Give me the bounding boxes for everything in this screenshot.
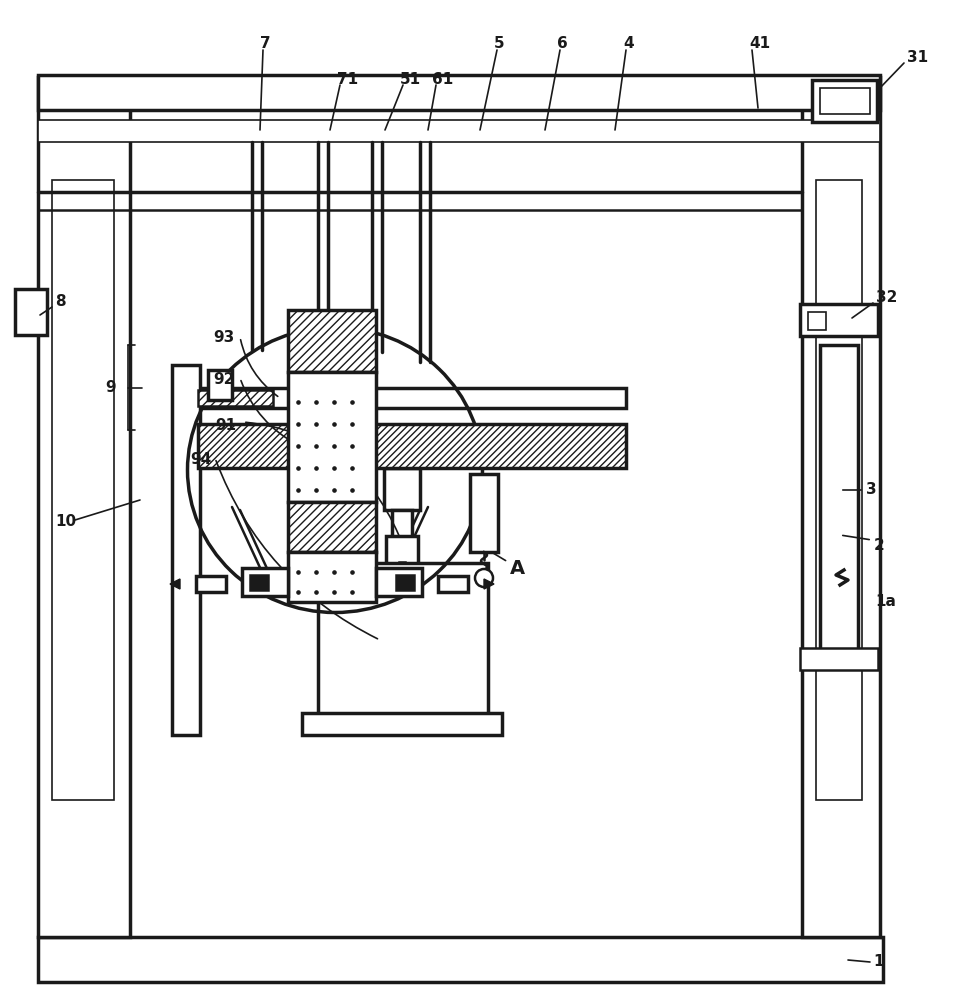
Text: 5: 5 (494, 36, 504, 51)
Bar (38, 937, 883, 982)
Polygon shape (170, 579, 180, 589)
Text: 1a: 1a (875, 594, 896, 609)
Text: 6: 6 (557, 36, 568, 51)
Text: 32: 32 (876, 290, 898, 306)
Text: 91: 91 (215, 418, 236, 432)
Bar (198, 390, 273, 406)
Bar (38, 75, 880, 110)
Bar (384, 468, 420, 510)
Bar (399, 562, 405, 584)
Text: 61: 61 (432, 73, 454, 88)
Bar (288, 552, 376, 602)
Bar (172, 365, 200, 735)
Bar (250, 575, 268, 590)
Text: 4: 4 (623, 36, 634, 51)
Bar (242, 568, 288, 596)
Bar (386, 536, 418, 564)
Bar (808, 312, 826, 330)
Text: 94: 94 (190, 452, 211, 468)
Bar (198, 388, 626, 408)
Text: 9: 9 (105, 380, 116, 395)
Bar (52, 180, 114, 800)
Bar (812, 80, 877, 122)
Text: 51: 51 (400, 73, 421, 88)
Bar (288, 310, 376, 372)
Circle shape (475, 569, 493, 587)
Bar (208, 370, 232, 400)
Text: 31: 31 (907, 50, 928, 66)
Bar (438, 576, 468, 592)
Text: 10: 10 (55, 514, 76, 530)
Bar (38, 120, 880, 142)
Text: 8: 8 (55, 294, 65, 310)
Bar (376, 568, 422, 596)
Bar (802, 77, 880, 937)
Bar (396, 575, 414, 590)
Bar (302, 713, 502, 735)
Bar (800, 304, 878, 336)
Text: 7: 7 (260, 36, 270, 51)
Bar (820, 88, 870, 114)
Text: 3: 3 (866, 483, 877, 497)
Text: 92: 92 (213, 372, 234, 387)
Text: 1: 1 (873, 954, 883, 970)
Text: 93: 93 (213, 330, 234, 344)
Bar (196, 576, 226, 592)
Bar (288, 372, 376, 502)
Bar (816, 180, 862, 800)
Bar (288, 502, 376, 552)
Bar (820, 345, 858, 650)
Bar (318, 563, 488, 715)
Bar (15, 289, 47, 335)
Bar (470, 474, 498, 552)
Text: 2: 2 (874, 538, 885, 552)
Bar (38, 77, 130, 937)
Bar (800, 648, 878, 670)
Bar (392, 510, 412, 538)
Text: 41: 41 (749, 36, 770, 51)
Bar (198, 424, 626, 468)
Polygon shape (484, 579, 494, 589)
Text: 71: 71 (337, 73, 358, 88)
Text: A: A (510, 558, 526, 578)
